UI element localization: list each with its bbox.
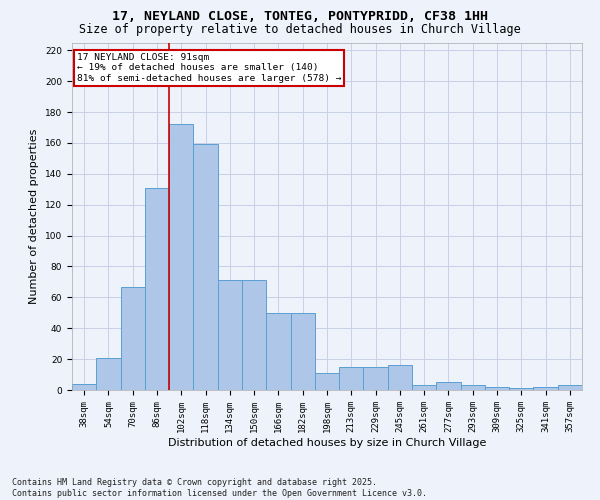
Bar	[315, 373, 339, 390]
Bar	[339, 367, 364, 390]
Bar	[364, 367, 388, 390]
X-axis label: Distribution of detached houses by size in Church Village: Distribution of detached houses by size …	[168, 438, 486, 448]
Bar	[388, 366, 412, 390]
Text: Size of property relative to detached houses in Church Village: Size of property relative to detached ho…	[79, 22, 521, 36]
Bar	[193, 144, 218, 390]
Text: 17 NEYLAND CLOSE: 91sqm
← 19% of detached houses are smaller (140)
81% of semi-d: 17 NEYLAND CLOSE: 91sqm ← 19% of detache…	[77, 53, 341, 82]
Bar	[461, 386, 485, 390]
Text: Contains HM Land Registry data © Crown copyright and database right 2025.
Contai: Contains HM Land Registry data © Crown c…	[12, 478, 427, 498]
Bar	[218, 280, 242, 390]
Bar	[242, 280, 266, 390]
Bar	[169, 124, 193, 390]
Bar	[96, 358, 121, 390]
Bar	[145, 188, 169, 390]
Bar	[290, 313, 315, 390]
Bar	[436, 382, 461, 390]
Y-axis label: Number of detached properties: Number of detached properties	[29, 128, 40, 304]
Bar	[558, 386, 582, 390]
Bar	[509, 388, 533, 390]
Bar	[533, 387, 558, 390]
Bar	[266, 313, 290, 390]
Bar	[412, 386, 436, 390]
Bar	[485, 387, 509, 390]
Bar	[72, 384, 96, 390]
Bar	[121, 286, 145, 390]
Text: 17, NEYLAND CLOSE, TONTEG, PONTYPRIDD, CF38 1HH: 17, NEYLAND CLOSE, TONTEG, PONTYPRIDD, C…	[112, 10, 488, 23]
